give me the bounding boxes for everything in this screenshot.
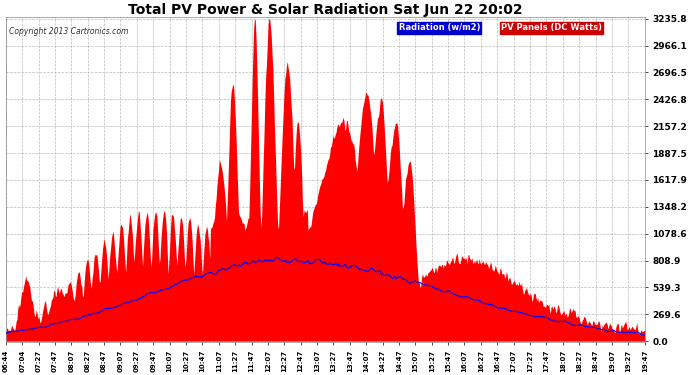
Title: Total PV Power & Solar Radiation Sat Jun 22 20:02: Total PV Power & Solar Radiation Sat Jun… (128, 3, 522, 17)
Text: PV Panels (DC Watts): PV Panels (DC Watts) (501, 23, 602, 32)
Text: Copyright 2013 Cartronics.com: Copyright 2013 Cartronics.com (9, 27, 128, 36)
Text: Radiation (w/m2): Radiation (w/m2) (399, 23, 480, 32)
